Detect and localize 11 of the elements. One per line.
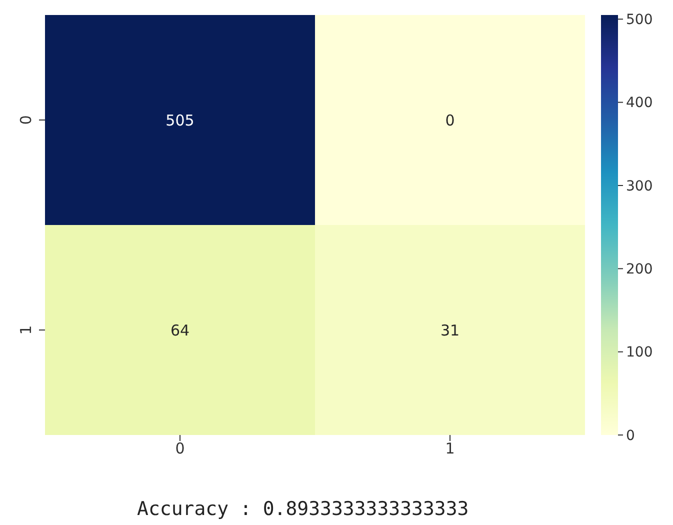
color-bar-label: 100 [626,344,653,361]
data-label: 31 [440,321,460,340]
text: Accuracy : 0.8933333333333333 [137,498,469,520]
color-bar-label: 500 [626,12,653,28]
color-bar-label: 300 [626,178,653,194]
data-label: 64 [170,321,190,340]
data-label: 0 [445,111,455,130]
color-bar-label: 200 [626,262,653,278]
data-label: 505 [166,111,194,130]
color-bar-label: 400 [626,95,653,112]
color-bar-label: 0 [626,428,635,444]
